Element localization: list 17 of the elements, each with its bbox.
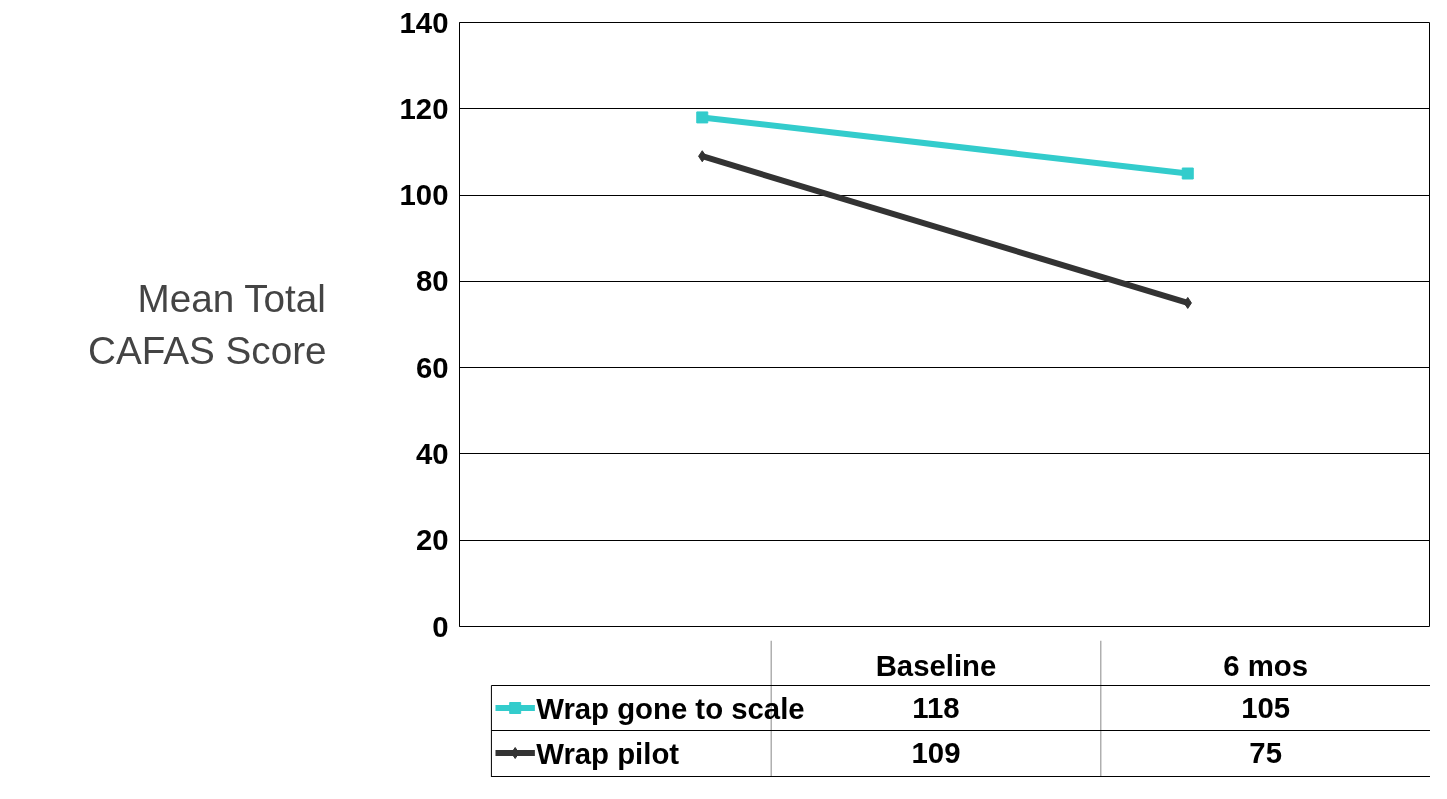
y-tick-label: 140 xyxy=(399,5,449,39)
x-tick-label: 6 mos xyxy=(1223,648,1309,682)
y-tick-label: 40 xyxy=(415,436,449,470)
data-label: 109 xyxy=(911,736,961,769)
data-label: 118 xyxy=(912,691,960,724)
y-tick-label: 100 xyxy=(399,178,449,212)
legend-label: Wrap gone to scale xyxy=(536,691,805,725)
y-tick-label: 0 xyxy=(432,609,449,643)
y-axis-title: Mean Total CAFAS Score xyxy=(88,277,327,372)
y-tick-label: 120 xyxy=(399,91,449,125)
data-label: 75 xyxy=(1249,736,1282,769)
y-tick-label: 80 xyxy=(415,264,449,298)
data-label: 105 xyxy=(1241,691,1291,724)
legend-label: Wrap pilot xyxy=(536,736,680,770)
y-tick-label: 60 xyxy=(415,350,449,384)
x-tick-label: Baseline xyxy=(875,648,997,682)
y-tick-label: 20 xyxy=(415,523,449,557)
